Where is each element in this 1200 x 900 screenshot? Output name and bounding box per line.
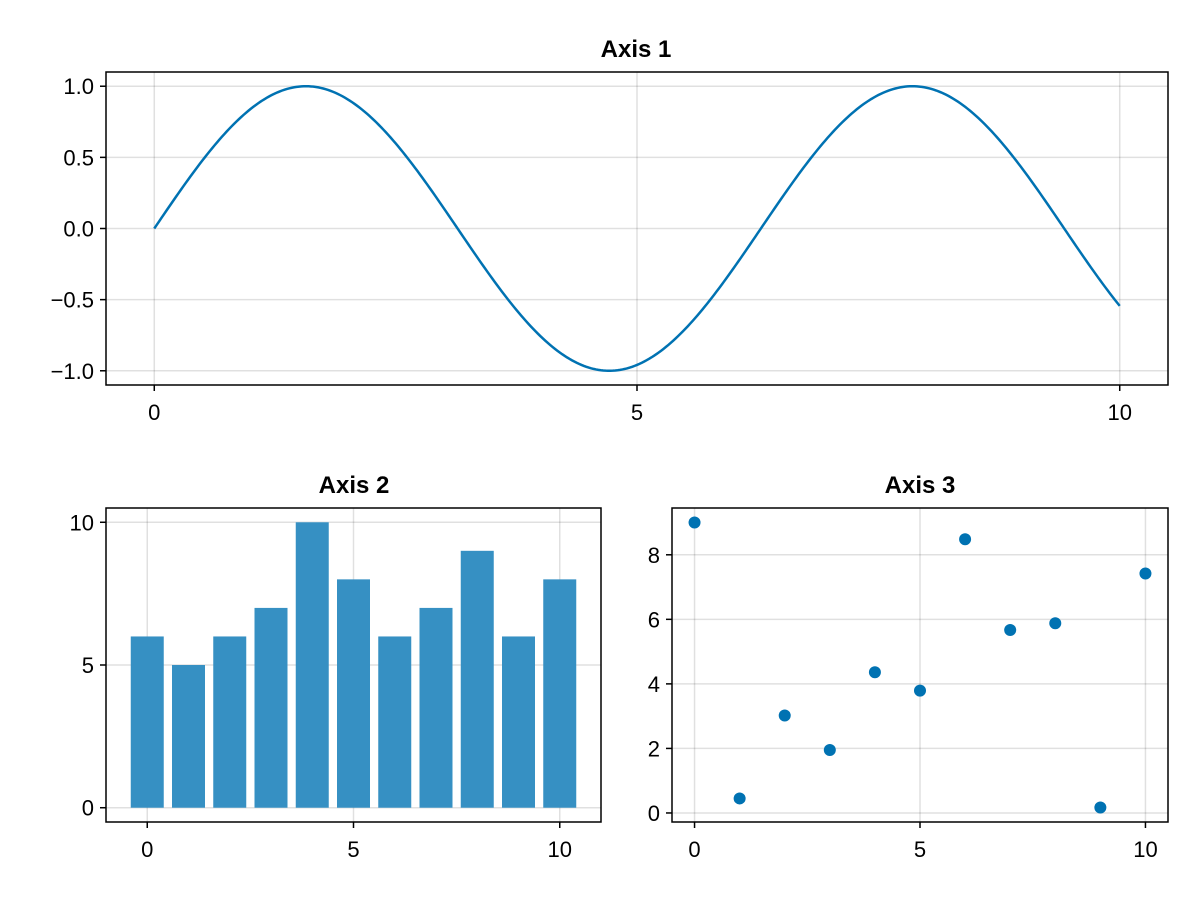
axis3-panel: Axis 3 0 5 10 8 6 4 2 0	[648, 472, 1169, 862]
axis2-xtick-label: 5	[347, 837, 359, 862]
axis1-ytick-label: −0.5	[51, 288, 94, 313]
scatter-point	[959, 533, 972, 546]
axis2-title: Axis 2	[319, 472, 390, 499]
axis2-ticks: 0 5 10 10 5 0	[70, 510, 572, 862]
axis3-xtick-label: 0	[688, 837, 700, 862]
axis1-xtick-label: 10	[1107, 400, 1131, 425]
bar	[543, 579, 577, 808]
axis3-ytick-label: 8	[648, 543, 660, 568]
axis3-grid	[672, 508, 1168, 822]
axis1-panel: Axis 1 0 5 10 1.0 0.5 0.0 −0.5 −1.0	[51, 36, 1169, 425]
axis1-ticks: 0 5 10 1.0 0.5 0.0 −0.5 −1.0	[51, 74, 1132, 425]
axis3-marks	[688, 516, 1152, 814]
bar	[295, 522, 329, 808]
axis3-ytick-label: 6	[648, 607, 660, 632]
axis3-title: Axis 3	[885, 472, 956, 499]
axis2-marks	[130, 522, 577, 808]
axis1-ytick-label: 1.0	[63, 74, 94, 99]
scatter-point	[914, 684, 926, 697]
axis1-title: Axis 1	[601, 36, 672, 63]
axis2-ytick-label: 0	[82, 796, 94, 821]
bar	[254, 607, 288, 808]
bar	[213, 636, 247, 808]
scatter-point	[733, 792, 746, 805]
axis3-ytick-label: 4	[648, 672, 660, 697]
axis3-ytick-label: 0	[648, 801, 660, 826]
axis1-xtick-label: 0	[148, 400, 160, 425]
scatter-point	[868, 666, 881, 679]
axis2-xtick-label: 10	[548, 837, 572, 862]
bar	[502, 636, 535, 808]
axis3-xtick-label: 10	[1133, 837, 1157, 862]
bar	[172, 665, 205, 808]
scatter-point	[1004, 623, 1017, 636]
axis3-ticks: 0 5 10 8 6 4 2 0	[648, 543, 1158, 862]
axis1-grid	[106, 72, 1168, 385]
bar	[378, 636, 412, 808]
bar	[460, 550, 494, 808]
scatter-point	[688, 516, 701, 529]
axis1-marks	[153, 84, 1121, 373]
scatter-point	[1139, 567, 1152, 580]
axis2-ytick-label: 5	[82, 653, 94, 678]
axis3-xtick-label: 5	[914, 837, 926, 862]
axis1-ytick-label: 0.0	[63, 217, 94, 242]
bar	[337, 579, 370, 808]
bar	[419, 607, 453, 808]
bar	[130, 636, 164, 808]
axis2-panel: Axis 2 0 5 10 10 5 0	[70, 472, 602, 862]
scatter-point	[1094, 801, 1107, 814]
axis1-ytick-label: 0.5	[63, 145, 94, 170]
scatter-point	[1049, 617, 1062, 630]
scatter-point	[778, 709, 791, 722]
axis3-ytick-label: 2	[648, 736, 660, 761]
axis2-xtick-label: 0	[141, 837, 153, 862]
axis1-ytick-label: −1.0	[51, 359, 94, 384]
sine-line	[153, 84, 1121, 373]
axis1-xtick-label: 5	[631, 400, 643, 425]
scatter-point	[823, 744, 836, 757]
axis2-ytick-label: 10	[70, 510, 94, 535]
